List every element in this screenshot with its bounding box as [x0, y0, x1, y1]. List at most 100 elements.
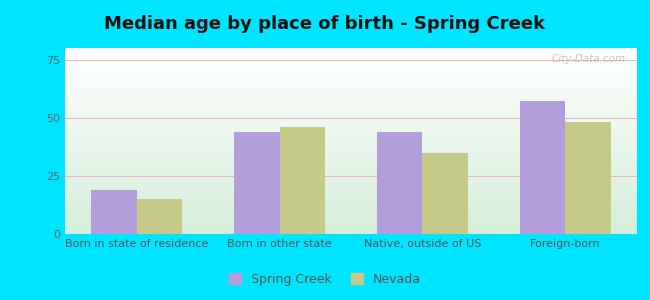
Bar: [65, 85, 637, 87]
Bar: [65, 78, 637, 80]
Bar: [65, 186, 637, 188]
Bar: [65, 176, 637, 178]
Bar: [65, 74, 637, 76]
Bar: [65, 70, 637, 72]
Bar: [91, 190, 136, 234]
Bar: [65, 197, 637, 199]
Bar: [65, 104, 637, 106]
Bar: [65, 89, 637, 91]
Bar: [65, 61, 637, 63]
Bar: [65, 134, 637, 135]
Bar: [65, 59, 637, 61]
Bar: [65, 67, 637, 68]
Bar: [65, 143, 637, 145]
Bar: [65, 226, 637, 228]
Bar: [422, 153, 468, 234]
Bar: [65, 204, 637, 206]
Bar: [65, 141, 637, 143]
Bar: [136, 199, 183, 234]
Bar: [65, 195, 637, 197]
Bar: [65, 178, 637, 180]
Bar: [65, 145, 637, 147]
Bar: [65, 91, 637, 93]
Bar: [65, 52, 637, 54]
Bar: [65, 219, 637, 221]
Bar: [65, 165, 637, 167]
Bar: [65, 100, 637, 102]
Bar: [65, 189, 637, 191]
Bar: [65, 200, 637, 202]
Bar: [65, 199, 637, 200]
Bar: [65, 175, 637, 176]
Bar: [65, 171, 637, 172]
Bar: [65, 223, 637, 225]
Bar: [65, 188, 637, 189]
Bar: [65, 169, 637, 171]
Bar: [65, 113, 637, 115]
Bar: [65, 150, 637, 152]
Bar: [65, 210, 637, 212]
Bar: [65, 221, 637, 223]
Bar: [65, 93, 637, 94]
Bar: [65, 65, 637, 67]
Bar: [65, 137, 637, 139]
Bar: [65, 132, 637, 134]
Bar: [65, 202, 637, 204]
Bar: [65, 48, 637, 50]
Bar: [65, 76, 637, 78]
Bar: [65, 156, 637, 158]
Bar: [65, 212, 637, 214]
Bar: [65, 163, 637, 165]
Bar: [65, 152, 637, 154]
Bar: [65, 126, 637, 128]
Bar: [65, 68, 637, 70]
Text: Median age by place of birth - Spring Creek: Median age by place of birth - Spring Cr…: [105, 15, 545, 33]
Bar: [65, 87, 637, 89]
Bar: [65, 230, 637, 232]
Bar: [65, 72, 637, 74]
Bar: [65, 80, 637, 82]
Bar: [65, 148, 637, 150]
Bar: [65, 206, 637, 208]
Bar: [377, 132, 423, 234]
Legend: Spring Creek, Nevada: Spring Creek, Nevada: [224, 268, 426, 291]
Bar: [65, 182, 637, 184]
Bar: [65, 82, 637, 83]
Bar: [280, 127, 325, 234]
Bar: [65, 217, 637, 219]
Bar: [65, 208, 637, 210]
Bar: [566, 122, 611, 234]
Bar: [65, 128, 637, 130]
Bar: [65, 96, 637, 98]
Bar: [65, 160, 637, 161]
Bar: [234, 132, 280, 234]
Bar: [65, 106, 637, 107]
Bar: [65, 135, 637, 137]
Bar: [65, 94, 637, 96]
Bar: [65, 158, 637, 160]
Bar: [65, 98, 637, 100]
Bar: [65, 111, 637, 113]
Bar: [65, 110, 637, 111]
Bar: [65, 122, 637, 124]
Bar: [65, 147, 637, 148]
Bar: [65, 54, 637, 56]
Bar: [65, 124, 637, 126]
Bar: [65, 180, 637, 182]
Bar: [65, 167, 637, 169]
Bar: [65, 63, 637, 65]
Bar: [65, 83, 637, 85]
Bar: [65, 50, 637, 52]
Bar: [65, 228, 637, 230]
Bar: [65, 225, 637, 226]
Bar: [65, 154, 637, 156]
Bar: [65, 121, 637, 122]
Bar: [65, 119, 637, 121]
Bar: [65, 184, 637, 186]
Bar: [65, 214, 637, 215]
Bar: [65, 56, 637, 57]
Bar: [519, 101, 566, 234]
Bar: [65, 107, 637, 110]
Bar: [65, 130, 637, 132]
Bar: [65, 215, 637, 217]
